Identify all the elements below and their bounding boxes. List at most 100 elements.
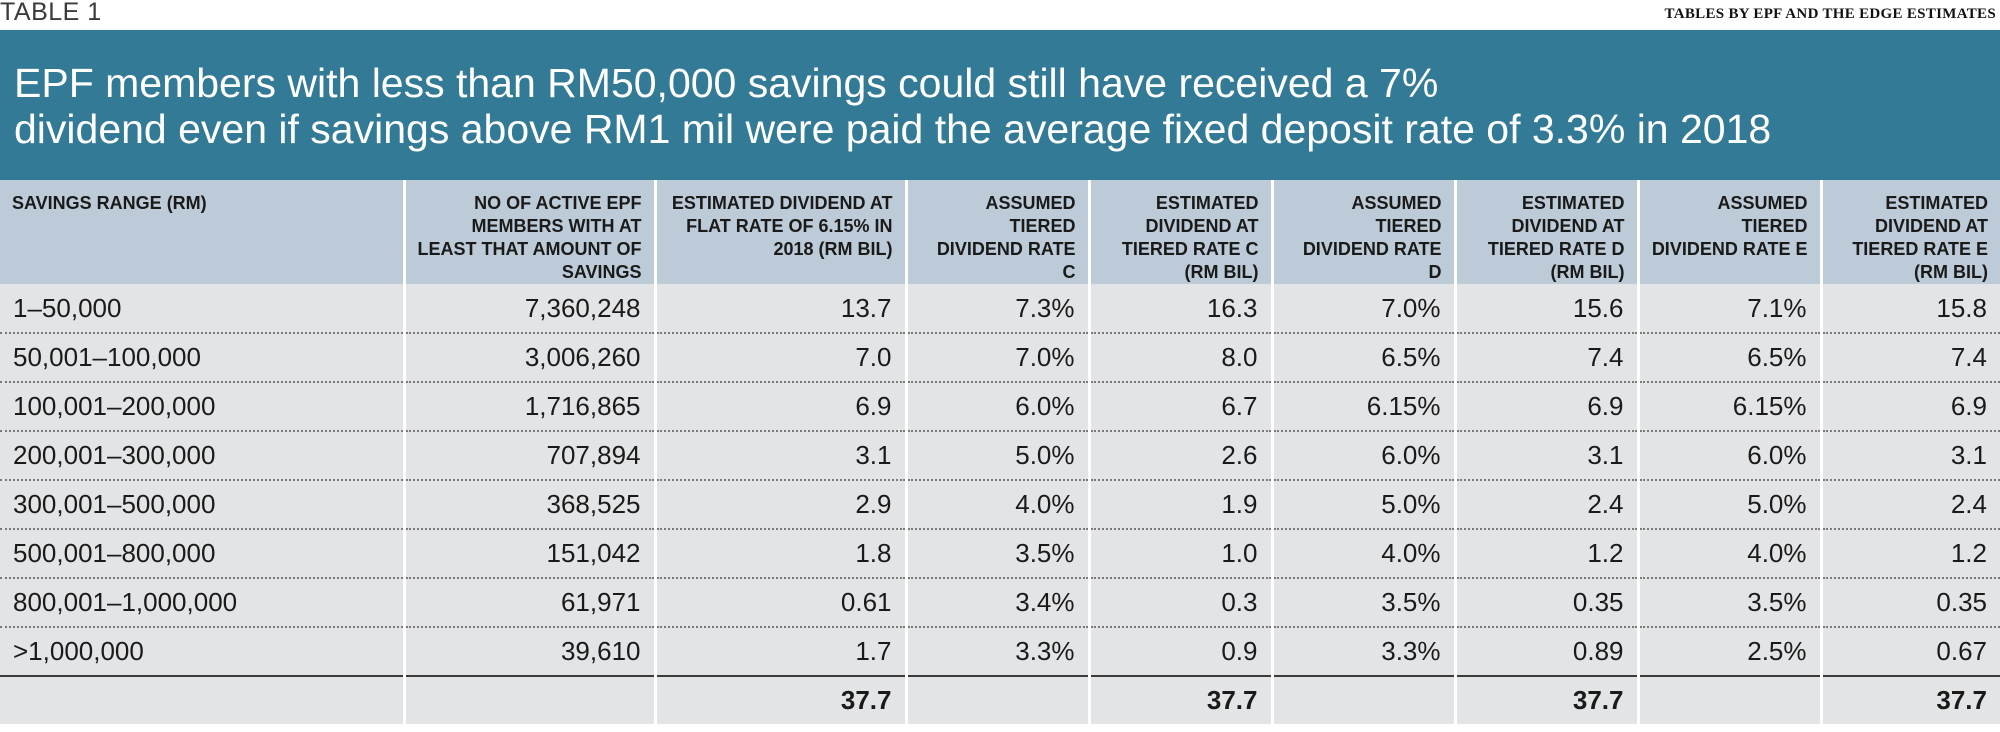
- table-cell: 5.0%: [906, 431, 1091, 481]
- table-cell: 50,001–100,000: [0, 333, 406, 383]
- total-cell: [1272, 676, 1457, 724]
- column-header: ASSUMED TIERED DIVIDEND RATE C: [906, 180, 1091, 284]
- totals-row: 37.7 37.7 37.7 37.7: [0, 676, 2000, 724]
- table-cell: 7.3%: [906, 284, 1091, 334]
- source-credit: TABLES BY EPF AND THE EDGE ESTIMATES: [1664, 6, 1996, 22]
- table-cell: 1.8: [655, 529, 908, 579]
- table-cell: 0.35: [1455, 578, 1640, 628]
- table-cell: 6.9: [1821, 382, 2000, 432]
- total-cell: [1638, 676, 1823, 724]
- table-cell: 2.5%: [1638, 627, 1823, 677]
- table-cell: 0.89: [1455, 627, 1640, 677]
- table-cell: 6.0%: [906, 382, 1091, 432]
- table-cell: 1.9: [1089, 480, 1274, 530]
- headline-line-1: EPF members with less than RM50,000 savi…: [14, 60, 1439, 106]
- table-cell: 6.15%: [1272, 382, 1457, 432]
- table-cell: 4.0%: [1272, 529, 1457, 579]
- column-header: ESTIMATED DIVIDEND AT TIERED RATE C (RM …: [1089, 180, 1274, 284]
- total-cell: [906, 676, 1091, 724]
- table-row: 300,001–500,000 368,525 2.9 4.0% 1.9 5.0…: [0, 480, 2000, 530]
- column-header: ASSUMED TIERED DIVIDEND RATE D: [1272, 180, 1457, 284]
- table-cell: 800,001–1,000,000: [0, 578, 406, 628]
- table-cell: 7,360,248: [404, 284, 657, 334]
- table-cell: 707,894: [404, 431, 657, 481]
- total-cell: [404, 676, 657, 724]
- table-cell: 300,001–500,000: [0, 480, 406, 530]
- table-cell: 500,001–800,000: [0, 529, 406, 579]
- table-row: 200,001–300,000 707,894 3.1 5.0% 2.6 6.0…: [0, 431, 2000, 481]
- table-cell: 6.0%: [1638, 431, 1823, 481]
- headline-banner: EPF members with less than RM50,000 savi…: [0, 30, 2000, 180]
- table-cell: 6.15%: [1638, 382, 1823, 432]
- data-table: SAVINGS RANGE (RM) NO OF ACTIVE EPF MEMB…: [0, 180, 2000, 724]
- table-cell: 3.3%: [906, 627, 1091, 677]
- table-cell: 16.3: [1089, 284, 1274, 334]
- table-cell: 7.0%: [906, 333, 1091, 383]
- table-cell: 6.5%: [1272, 333, 1457, 383]
- table-cell: 2.4: [1821, 480, 2000, 530]
- table-row: 800,001–1,000,000 61,971 0.61 3.4% 0.3 3…: [0, 578, 2000, 628]
- table-cell: 1,716,865: [404, 382, 657, 432]
- table-cell: 3.3%: [1272, 627, 1457, 677]
- table-cell: 1.7: [655, 627, 908, 677]
- table-row: 50,001–100,000 3,006,260 7.0 7.0% 8.0 6.…: [0, 333, 2000, 383]
- table-cell: 4.0%: [1638, 529, 1823, 579]
- table-cell: 1.2: [1455, 529, 1640, 579]
- table-cell: 3.1: [1455, 431, 1640, 481]
- table-cell: >1,000,000: [0, 627, 406, 677]
- table-cell: 7.0%: [1272, 284, 1457, 334]
- table-cell: 3,006,260: [404, 333, 657, 383]
- table-row: >1,000,000 39,610 1.7 3.3% 0.9 3.3% 0.89…: [0, 627, 2000, 677]
- table-cell: 200,001–300,000: [0, 431, 406, 481]
- table-cell: 6.0%: [1272, 431, 1457, 481]
- table-label: TABLE 1: [0, 0, 102, 26]
- column-header: ESTIMATED DIVIDEND AT TIERED RATE D (RM …: [1455, 180, 1640, 284]
- table-cell: 100,001–200,000: [0, 382, 406, 432]
- table-row: 100,001–200,000 1,716,865 6.9 6.0% 6.7 6…: [0, 382, 2000, 432]
- column-header: NO OF ACTIVE EPF MEMBERS WITH AT LEAST T…: [404, 180, 657, 284]
- header-row: SAVINGS RANGE (RM) NO OF ACTIVE EPF MEMB…: [0, 180, 2000, 284]
- table-cell: 0.61: [655, 578, 908, 628]
- table-cell: 4.0%: [906, 480, 1091, 530]
- total-cell: 37.7: [1821, 676, 2000, 724]
- table-cell: 0.3: [1089, 578, 1274, 628]
- table-cell: 3.5%: [1638, 578, 1823, 628]
- table-cell: 7.0: [655, 333, 908, 383]
- table-cell: 2.9: [655, 480, 908, 530]
- table-cell: 6.9: [1455, 382, 1640, 432]
- table-cell: 151,042: [404, 529, 657, 579]
- column-header: ESTIMATED DIVIDEND AT TIERED RATE E (RM …: [1821, 180, 2000, 284]
- table-cell: 2.6: [1089, 431, 1274, 481]
- table-cell: 3.4%: [906, 578, 1091, 628]
- table-cell: 8.0: [1089, 333, 1274, 383]
- total-cell: 37.7: [1455, 676, 1640, 724]
- total-cell: [0, 676, 406, 724]
- table-cell: 61,971: [404, 578, 657, 628]
- table-cell: 5.0%: [1272, 480, 1457, 530]
- total-cell: 37.7: [655, 676, 908, 724]
- table-cell: 3.5%: [1272, 578, 1457, 628]
- column-header: ASSUMED TIERED DIVIDEND RATE E: [1638, 180, 1823, 284]
- table-cell: 1.0: [1089, 529, 1274, 579]
- table-cell: 7.4: [1821, 333, 2000, 383]
- table-cell: 7.1%: [1638, 284, 1823, 334]
- table-cell: 3.1: [1821, 431, 2000, 481]
- table-cell: 39,610: [404, 627, 657, 677]
- table-cell: 5.0%: [1638, 480, 1823, 530]
- table-cell: 0.67: [1821, 627, 2000, 677]
- table-cell: 6.5%: [1638, 333, 1823, 383]
- table-row: 1–50,000 7,360,248 13.7 7.3% 16.3 7.0% 1…: [0, 284, 2000, 334]
- table-cell: 15.6: [1455, 284, 1640, 334]
- column-header: SAVINGS RANGE (RM): [0, 180, 406, 284]
- total-cell: 37.7: [1089, 676, 1274, 724]
- table-cell: 7.4: [1455, 333, 1640, 383]
- table-cell: 6.7: [1089, 382, 1274, 432]
- table-cell: 3.1: [655, 431, 908, 481]
- table-cell: 3.5%: [906, 529, 1091, 579]
- table-cell: 6.9: [655, 382, 908, 432]
- table-cell: 13.7: [655, 284, 908, 334]
- column-header: ESTIMATED DIVIDEND AT FLAT RATE OF 6.15%…: [655, 180, 908, 284]
- top-bar: TABLE 1 TABLES BY EPF AND THE EDGE ESTIM…: [0, 0, 2000, 30]
- table-cell: 2.4: [1455, 480, 1640, 530]
- table-cell: 15.8: [1821, 284, 2000, 334]
